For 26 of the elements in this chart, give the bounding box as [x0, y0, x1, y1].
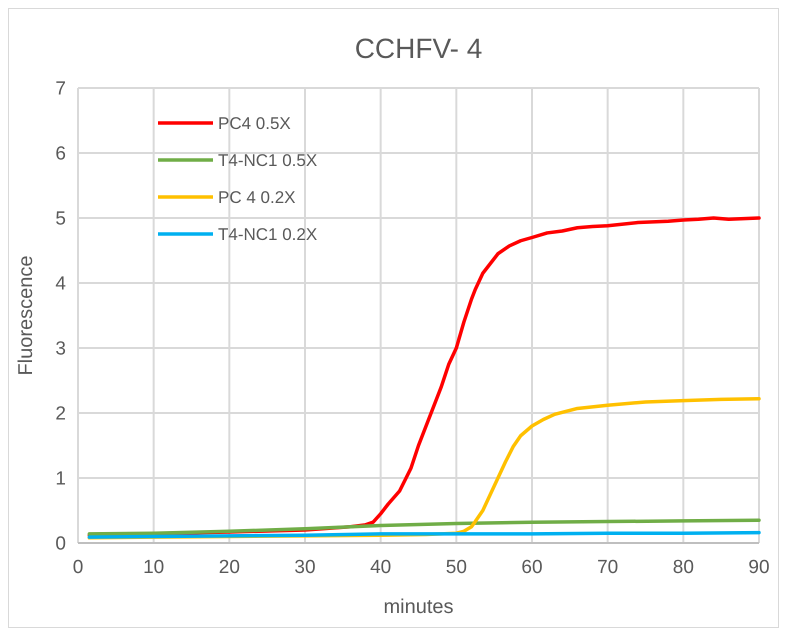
x-tick-label: 40 [370, 557, 392, 578]
chart-title: CCHFV- 4 [354, 33, 482, 64]
x-tick-label: 30 [294, 557, 316, 578]
line-series [88, 518, 761, 536]
x-tick-label: 0 [72, 557, 84, 578]
x-tick-label: 50 [446, 557, 467, 578]
y-tick-label: 3 [55, 338, 66, 360]
legend-label: T4-NC1 0.2X [218, 224, 318, 244]
y-tick-label: 1 [55, 468, 66, 490]
x-tick-label: 80 [672, 557, 694, 578]
y-tick-label: 0 [55, 534, 66, 555]
legend-label: PC 4 0.2X [218, 188, 296, 207]
y-tick-label: 2 [55, 404, 66, 425]
y-axis-title: Fluorescence [15, 255, 37, 376]
y-tick-label: 6 [55, 144, 66, 165]
x-tick-label: 20 [218, 557, 240, 578]
x-tick-label: 70 [597, 557, 618, 578]
x-tick-label: 60 [521, 557, 543, 578]
x-axis-title: minutes [383, 596, 454, 618]
legend-label: PC4 0.5X [218, 114, 291, 133]
y-tick-label: 5 [55, 208, 66, 230]
y-tick-label: 7 [55, 78, 66, 100]
x-tick-label: 10 [143, 557, 164, 578]
x-tick-label: 90 [748, 557, 770, 578]
legend-label: T4-NC1 0.5X [218, 150, 318, 170]
y-tick-label: 4 [55, 274, 66, 295]
